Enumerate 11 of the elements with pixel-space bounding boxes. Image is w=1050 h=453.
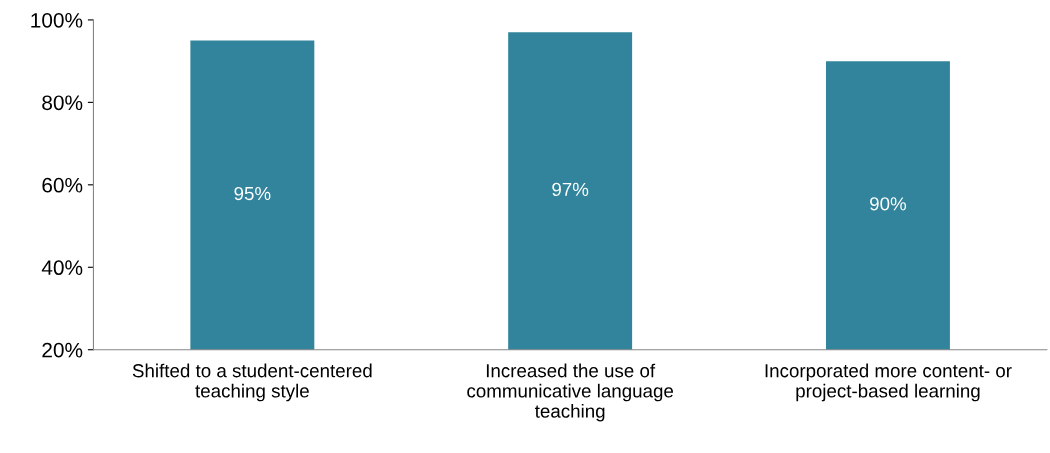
y-tick-label: 100% <box>31 12 83 28</box>
data-label: 95% <box>234 186 271 201</box>
y-tick-label: 80% <box>42 95 83 111</box>
y-tick-label: 20% <box>42 342 83 358</box>
x-tick-label: Increased the use of communicative language teaching <box>467 363 674 422</box>
data-label: 97% <box>552 182 589 197</box>
x-tick-label: Shifted to a student-centered teaching style <box>132 363 372 402</box>
x-tick-label: Incorporated more content- or project-based learning <box>765 363 1012 402</box>
y-tick-label: 60% <box>42 177 83 193</box>
y-tick-label: 40% <box>41 260 83 276</box>
data-label: 90% <box>870 197 907 211</box>
